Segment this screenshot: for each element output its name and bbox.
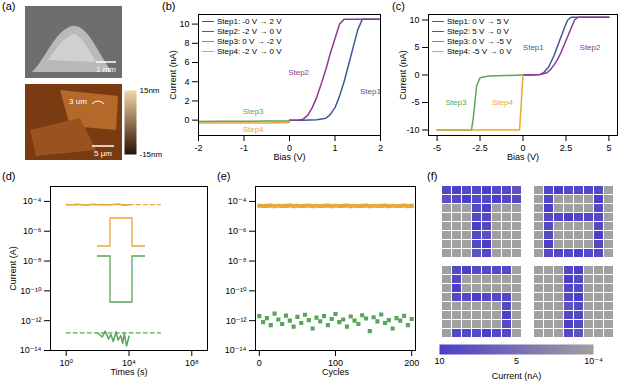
svg-text:10: 10 [179,19,189,29]
svg-text:10⁻¹²: 10⁻¹² [226,316,247,326]
svg-text:Step1: Step1 [523,43,544,52]
svg-text:-1: -1 [240,143,248,153]
svg-text:Bias (V): Bias (V) [273,152,305,162]
svg-text:-5: -5 [433,143,441,153]
html-text:(f): (f) [427,170,438,182]
svg-text:2: 2 [184,96,189,106]
svg-text:0: 0 [414,70,419,80]
svg-text:10⁻¹²: 10⁻¹² [21,316,42,326]
svg-text:Bias (V): Bias (V) [507,152,539,162]
svg-text:10⁰: 10⁰ [59,358,73,368]
svg-text:5: 5 [414,42,419,52]
svg-text:10⁻¹⁰: 10⁻¹⁰ [20,286,42,296]
html-text:(a): (a) [2,0,16,12]
svg-text:Step1: Step1 [360,87,381,96]
svg-text:Current (nA): Current (nA) [168,50,178,100]
svg-text:10⁻¹⁴: 10⁻¹⁴ [225,345,247,355]
svg-text:100: 100 [328,357,343,368]
svg-text:10⁻⁶: 10⁻⁶ [23,226,42,236]
html-text:Step4: -5 V → 0 V: Step4: -5 V → 0 V [447,47,512,56]
svg-text:Step3: Step3 [243,107,264,116]
svg-text:5 μm: 5 μm [94,149,112,158]
svg-text:10⁻¹⁴: 10⁻¹⁴ [20,345,42,355]
svg-text:Step2: Step2 [288,68,309,77]
svg-text:-2.5: -2.5 [472,143,488,153]
svg-text:1 mm: 1 mm [96,65,116,74]
html-text:Step2: -2 V → 0 V: Step2: -2 V → 0 V [217,27,282,36]
svg-text:2: 2 [378,143,383,153]
html-text:Step1: -0 V → 2 V: Step1: -0 V → 2 V [217,17,282,26]
svg-text:Current (nA): Current (nA) [492,371,542,381]
svg-text:5: 5 [514,356,519,366]
svg-text:-10: -10 [406,125,419,135]
svg-text:10⁻⁴: 10⁻⁴ [228,196,247,206]
html-text:(e): (e) [217,170,231,182]
svg-text:10⁻⁴: 10⁻⁴ [584,356,603,366]
svg-text:10⁻⁴: 10⁻⁴ [23,196,42,206]
svg-text:0: 0 [257,358,262,368]
svg-text:-5: -5 [411,97,419,107]
html-text:Step1: 0 V → 5 V: Step1: 0 V → 5 V [447,17,509,26]
html-text:(b): (b) [162,0,176,12]
svg-text:6: 6 [184,57,189,67]
svg-text:10⁸: 10⁸ [185,358,199,368]
svg-text:1: 1 [332,143,337,153]
svg-text:0: 0 [520,142,526,153]
svg-text:8: 8 [184,38,189,48]
svg-text:Step3: Step3 [446,98,467,107]
html-text:Step2: 5 V → 0 V: Step2: 5 V → 0 V [447,27,509,36]
html-text:Step4: -2 V → 0 V: Step4: -2 V → 0 V [217,47,282,56]
svg-text:10⁻¹⁰: 10⁻¹⁰ [225,286,247,296]
svg-text:Times (s): Times (s) [110,367,147,377]
svg-text:Step4: Step4 [243,125,264,134]
html-text:Step3: 0 V → -2 V: Step3: 0 V → -2 V [217,37,282,46]
svg-text:3 um: 3 um [69,97,87,106]
html-text:(d): (d) [2,170,16,182]
svg-text:-15nm: -15nm [140,150,163,159]
svg-text:15nm: 15nm [140,86,160,95]
svg-text:Current (A): Current (A) [8,246,18,291]
html-text:Step3: 0 V → -5 V: Step3: 0 V → -5 V [447,37,512,46]
html-text:(c): (c) [392,0,405,12]
svg-text:Step2: Step2 [580,43,601,52]
svg-text:200: 200 [404,358,419,368]
svg-text:Step4: Step4 [492,98,513,107]
svg-text:10⁻⁸: 10⁻⁸ [228,256,247,266]
svg-text:10⁻⁶: 10⁻⁶ [228,226,247,236]
svg-text:10: 10 [434,356,444,366]
svg-text:Current (nA): Current (nA) [398,50,408,100]
svg-text:10: 10 [409,15,419,25]
svg-text:2.5: 2.5 [560,143,573,153]
svg-text:0: 0 [184,115,189,125]
svg-text:-2: -2 [194,143,202,153]
svg-text:10⁻⁸: 10⁻⁸ [23,256,42,266]
svg-text:5: 5 [606,143,611,153]
svg-text:4: 4 [184,77,189,87]
svg-text:0: 0 [287,142,292,153]
svg-text:Cycles: Cycles [322,367,350,377]
svg-text:10⁴: 10⁴ [122,357,136,368]
